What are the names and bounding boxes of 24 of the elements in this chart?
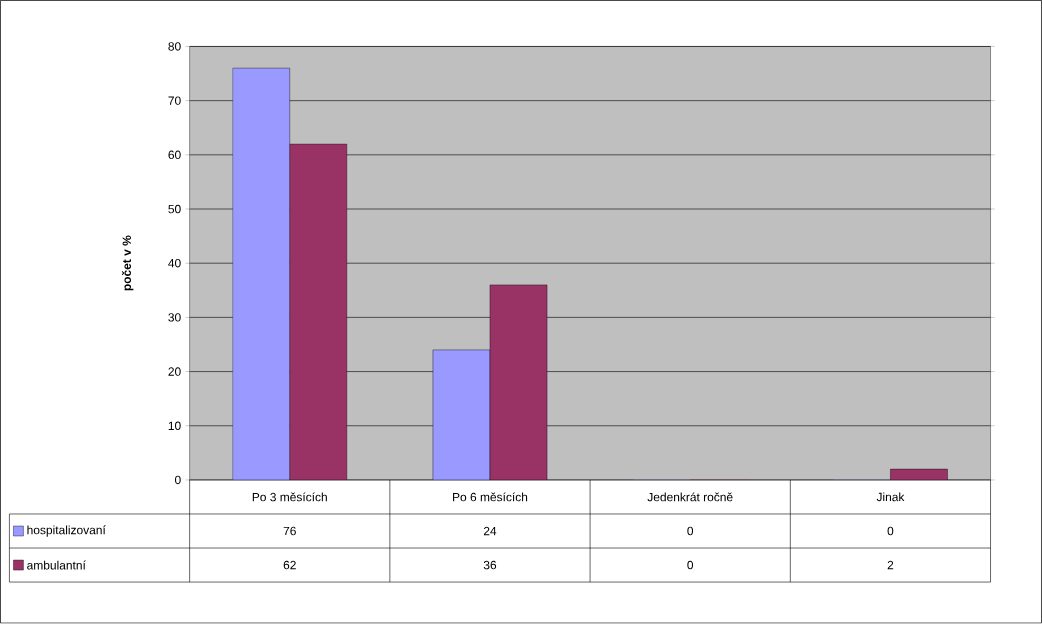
data-label: 76 — [283, 527, 296, 536]
y-axis-title: počet v % — [121, 235, 134, 291]
data-label: 62 — [283, 561, 296, 570]
x-tick-label: Jinak — [876, 492, 905, 502]
legend-label: ambulantní — [27, 560, 86, 570]
y-tick-label: 0 — [175, 475, 181, 485]
legend-label: hospitalizovaní — [27, 525, 106, 537]
x-tick-label: Jedenkrát ročně — [647, 492, 733, 502]
data-label: 0 — [687, 527, 694, 536]
y-tick-label: 70 — [168, 96, 181, 106]
y-tick-label: 20 — [168, 367, 181, 377]
y-tick-label: 80 — [168, 42, 181, 51]
y-tick-label: 60 — [168, 150, 181, 160]
y-tick-label: 50 — [168, 205, 181, 214]
y-tick-label: 10 — [168, 421, 181, 431]
y-tick-label: 40 — [168, 259, 181, 268]
data-label: 0 — [687, 561, 694, 570]
data-label: 24 — [483, 527, 497, 536]
data-label: 36 — [483, 561, 497, 570]
x-tick-label: Po 6 měsících — [453, 492, 528, 502]
y-tick-label: 30 — [168, 313, 181, 322]
data-label: 0 — [887, 527, 894, 536]
data-label: 2 — [887, 561, 894, 570]
x-tick-label: Po 3 měsících — [252, 492, 327, 502]
